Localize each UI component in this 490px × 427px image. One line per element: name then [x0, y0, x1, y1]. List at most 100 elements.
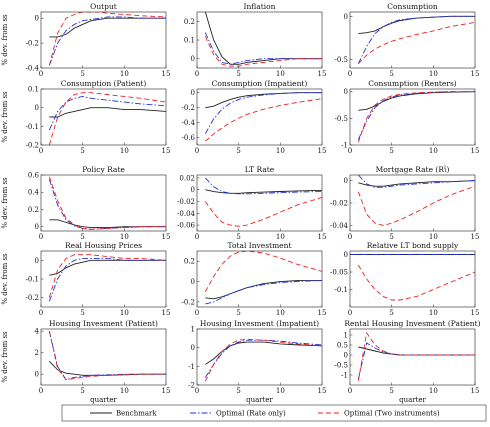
chart-12-title: Housing Invesment (Patient) [49, 319, 158, 328]
chart-1-ytick-label-1: 0.1 [184, 37, 195, 45]
chart-0-ytick-label-2: 0 [35, 15, 39, 23]
chart-13-series-0 [205, 341, 322, 365]
chart-3-series-0 [49, 107, 166, 118]
chart-10-xtick-label-0: 0 [195, 309, 199, 317]
chart-7-xtick-label-2: 10 [276, 233, 285, 241]
chart-9-plot-area [41, 251, 166, 307]
chart-11-xtick-label-2: 10 [429, 309, 438, 317]
chart-8-title-close: ) [446, 165, 449, 174]
chart-10-xtick-label-1: 5 [236, 309, 240, 317]
chart-14-series-2 [357, 331, 475, 382]
chart-7-plot-area [197, 175, 322, 231]
legend: Benchmark Optimal (Rate only) Optimal (T… [61, 404, 487, 422]
chart-1-title: Inflation [243, 2, 275, 11]
chart-14-title: Rental Housing Invesment (Patient) [344, 319, 480, 328]
chart-0-series-2 [48, 12, 166, 66]
chart-1-xtick-label-1: 5 [236, 70, 240, 78]
chart-9: 0 5 10 15 -0.2 -0.1 0 Real Housing Prices % dev.… [1, 241, 170, 317]
chart-1-ytick-label-2: 0.2 [184, 18, 195, 26]
chart-13-series-1 [204, 339, 322, 378]
chart-13-frame [196, 328, 323, 386]
chart-1-xtick-label-0: 0 [195, 70, 199, 78]
chart-10-ytick-label-1: 0 [191, 278, 195, 286]
chart-5-plot-area [350, 89, 475, 145]
chart-3-ytick-label-1: -0.1 [26, 123, 40, 131]
chart-14: 0 5 10 15 -1 -0.5 0 0.5 1 Rental Housing Invesmen… [335, 319, 481, 404]
chart-9-xtick-label-1: 5 [80, 309, 84, 317]
chart-6-ylabel: % dev. from ss [1, 177, 9, 229]
chart-13-xtick-label-3: 15 [318, 387, 327, 395]
chart-11: 0 5 10 15 -0.1 -0.05 0 Relative LT bond supply [330, 241, 479, 317]
chart-8-xtick-label-2: 10 [429, 233, 438, 241]
chart-10: 0 5 10 15 -0.2 0 0.2 Total Investment [182, 241, 327, 317]
chart-4-xtick-label-3: 15 [318, 147, 327, 155]
chart-4-frame [196, 88, 323, 146]
legend-label-benchmark: Benchmark [116, 410, 157, 418]
chart-2-frame [349, 11, 476, 69]
chart-7-ytick-label-2: -0.02 [177, 198, 195, 206]
chart-12-ytick-label-2: 4 [35, 328, 40, 336]
chart-9-xtick-label-0: 0 [39, 309, 43, 317]
chart-3-series-1 [48, 96, 166, 131]
chart-0-series-1 [48, 16, 166, 66]
chart-7-title: LT Rate [245, 165, 275, 174]
chart-8-xtick-label-0: 0 [348, 233, 352, 241]
chart-4-xtick-label-2: 10 [276, 147, 285, 155]
chart-3-ytick-label-3: 0.1 [28, 86, 39, 94]
chart-5-xtick-label-1: 5 [389, 147, 393, 155]
chart-7-ytick-label-1: -0.04 [177, 210, 195, 218]
chart-8-ytick-label-1: -0.02 [330, 200, 348, 208]
chart-4: 0 5 10 15 -0.6 -0.4 -0.2 0 Consumption (Impatien… [182, 79, 327, 155]
chart-14-xtick-label-0: 0 [348, 387, 352, 395]
chart-3-series-2 [48, 92, 166, 145]
chart-5-title: Consumption (Renters) [368, 79, 457, 88]
chart-3-xtick-label-1: 5 [80, 147, 84, 155]
chart-8-title: Mortgage Rate (RIt) [376, 165, 450, 174]
chart-4-ytick-label-0: -0.6 [182, 134, 196, 142]
chart-14-ytick-label-2: 0 [344, 352, 348, 360]
chart-4-series-2 [205, 98, 322, 142]
chart-14-frame [349, 328, 476, 386]
chart-2-title: Consumption [387, 2, 438, 11]
chart-11-xtick-label-0: 0 [348, 309, 352, 317]
chart-8-ytick-label-0: -0.04 [330, 222, 348, 230]
chart-2-xtick-label-3: 15 [471, 70, 480, 78]
chart-1-series-1 [204, 32, 322, 65]
chart-8-xtick-label-1: 5 [389, 233, 393, 241]
chart-13-ytick-label-0: -2 [188, 382, 195, 390]
chart-12-xtick-label-1: 5 [80, 387, 84, 395]
chart-14-xlabel: quarter [399, 396, 426, 404]
chart-13-xtick-label-1: 5 [236, 387, 240, 395]
chart-0-ylabel: % dev. from ss [1, 14, 9, 66]
chart-11-xtick-label-1: 5 [389, 309, 393, 317]
chart-14-xtick-label-2: 10 [429, 387, 438, 395]
chart-3-ytick-label-0: -0.2 [26, 142, 40, 150]
chart-8-xtick-label-3: 15 [471, 233, 480, 241]
chart-6-ytick-label-1: 0.2 [28, 206, 39, 214]
chart-3-xtick-label-0: 0 [39, 147, 43, 155]
chart-4-series-0 [205, 92, 322, 109]
chart-12-xlabel: quarter [90, 396, 117, 404]
chart-4-ytick-label-3: 0 [191, 89, 195, 97]
chart-7-series-1 [205, 177, 322, 195]
chart-14-ytick-label-3: 0.5 [337, 342, 348, 350]
chart-0-title: Output [90, 2, 117, 11]
chart-3-frame [40, 88, 167, 146]
chart-13-series-2 [204, 338, 322, 382]
chart-2-ytick-label-0: -0.5 [335, 56, 349, 64]
chart-4-ytick-label-2: -0.2 [182, 104, 196, 112]
chart-6-ytick-label-3: 0.6 [28, 172, 40, 180]
chart-5-ytick-label-0: -1 [341, 142, 348, 150]
chart-5-ytick-label-2: 0 [344, 88, 348, 96]
chart-2: 0 5 10 15 -0.5 0 Consumption [335, 2, 480, 78]
chart-8-series-2 [357, 185, 475, 226]
chart-6: 0 5 10 15 0 0.2 0.4 0.6 Policy Rate % dev. from s… [1, 165, 170, 241]
chart-13-xlabel: quarter [246, 396, 273, 404]
chart-7-ytick-label-4: 0.02 [179, 174, 195, 182]
chart-7-series-2 [204, 196, 322, 227]
chart-10-series-1 [205, 280, 322, 305]
chart-7-xtick-label-0: 0 [195, 233, 199, 241]
chart-0-ytick-label-1: -0.2 [26, 40, 40, 48]
chart-0-ytick-label-0: -0.4 [26, 65, 40, 73]
